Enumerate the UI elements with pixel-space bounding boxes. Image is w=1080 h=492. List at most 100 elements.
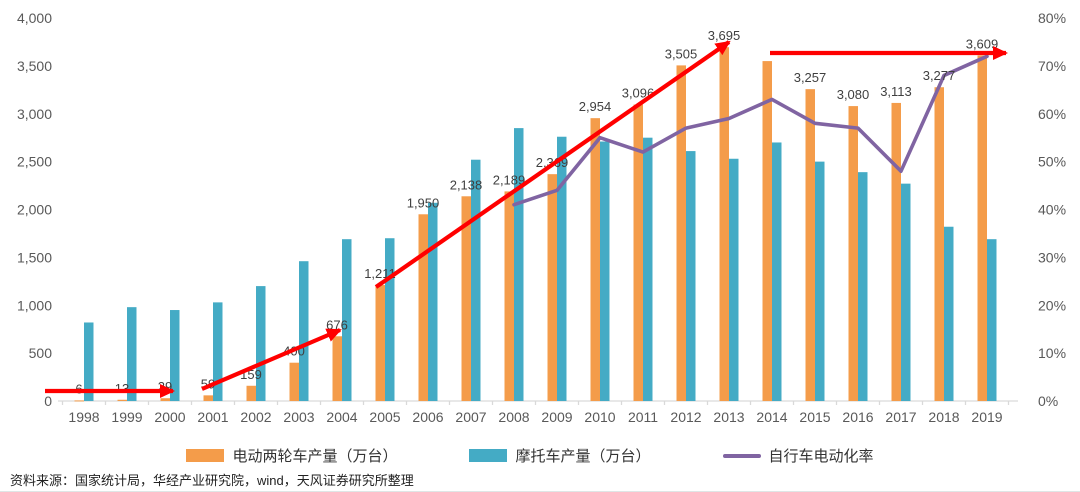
- bar-electric-2016: [848, 106, 858, 401]
- right-axis-label: 60%: [1038, 106, 1066, 122]
- bar-motorcycle-2005: [385, 238, 395, 401]
- left-axis-label: 2,500: [17, 154, 52, 170]
- year-label: 2002: [240, 409, 271, 425]
- bar-motorcycle-2017: [901, 183, 911, 401]
- legend-item-rate: 自行车电动化率: [722, 445, 874, 466]
- bar-motorcycle-2013: [729, 158, 739, 401]
- right-axis-label: 30%: [1038, 249, 1066, 265]
- bar-value-label-2015: 3,257: [794, 70, 827, 85]
- bar-electric-2015: [805, 89, 815, 402]
- year-label: 2012: [670, 409, 701, 425]
- year-label: 2001: [197, 409, 228, 425]
- bar-motorcycle-2007: [471, 159, 481, 401]
- bar-electric-2018: [934, 87, 944, 402]
- bar-value-label-2019: 3,609: [966, 36, 999, 51]
- source-note: 资料来源：国家统计局，华经产业研究院，wind，天风证券研究所整理: [10, 473, 414, 488]
- bar-electric-2011: [633, 104, 643, 402]
- right-axis-label: 70%: [1038, 58, 1066, 74]
- bar-motorcycle-2016: [858, 172, 868, 401]
- left-axis-label: 1,000: [17, 297, 52, 313]
- chart-legend: 电动两轮车产量（万台） 摩托车产量（万台） 自行车电动化率: [0, 445, 1060, 466]
- trend-arrow-2: [201, 328, 342, 391]
- bar-electric-2012: [676, 65, 686, 402]
- right-axis-label: 40%: [1038, 202, 1066, 218]
- left-axis-label: 3,000: [17, 106, 52, 122]
- bar-electric-2007: [461, 196, 471, 401]
- bar-motorcycle-2009: [557, 136, 567, 402]
- bar-motorcycle-2001: [213, 302, 223, 401]
- bar-value-label-2004: 676: [326, 317, 348, 332]
- year-label: 2013: [713, 409, 744, 425]
- year-label: 2003: [283, 409, 314, 425]
- electrification-rate-line: [512, 54, 989, 207]
- right-axis-label: 50%: [1038, 154, 1066, 170]
- legend-item-motorcycle: 摩托车产量（万台）: [469, 445, 651, 466]
- year-label: 2017: [885, 409, 916, 425]
- bar-motorcycle-2011: [643, 137, 653, 401]
- bar-electric-2004: [332, 336, 342, 401]
- bar-electric-2009: [547, 174, 557, 401]
- right-axis-label: 0%: [1038, 393, 1058, 409]
- left-axis-label: 3,500: [17, 58, 52, 74]
- year-label: 2006: [412, 409, 443, 425]
- year-label: 2005: [369, 409, 400, 425]
- left-axis-label: 500: [29, 345, 53, 361]
- year-label: 1998: [68, 409, 99, 425]
- bar-value-label-2011: 3,096: [622, 86, 655, 101]
- bar-value-label-2016: 3,080: [837, 87, 870, 102]
- bar-motorcycle-2015: [815, 161, 825, 401]
- year-label: 2004: [326, 409, 357, 425]
- right-axis-label: 10%: [1038, 345, 1066, 361]
- bar-electric-2014: [762, 61, 772, 402]
- bar-electric-2001: [203, 395, 213, 401]
- bar-electric-2008: [504, 191, 514, 401]
- bar-value-label-2006: 1,950: [407, 195, 440, 210]
- bar-motorcycle-1999: [127, 307, 137, 401]
- left-axis-label: 1,500: [17, 249, 52, 265]
- bar-value-label-2018: 3,277: [923, 68, 956, 83]
- bar-motorcycle-2008: [514, 128, 524, 402]
- bar-motorcycle-2004: [342, 239, 352, 401]
- bar-electric-1998: [74, 400, 84, 402]
- bar-motorcycle-2003: [299, 261, 309, 401]
- left-axis-label: 0: [44, 393, 52, 409]
- bar-electric-2002: [246, 385, 256, 401]
- legend-swatch-motorcycle-icon: [469, 449, 508, 462]
- trend-arrow-3: [374, 40, 731, 289]
- year-label: 2010: [584, 409, 615, 425]
- left-axis-label: 4,000: [17, 10, 52, 26]
- bar-value-label-2007: 2,138: [450, 177, 483, 192]
- bar-electric-2017: [891, 102, 901, 402]
- legend-label-rate: 自行车电动化率: [768, 448, 874, 465]
- bar-motorcycle-2012: [686, 151, 696, 401]
- bar-motorcycle-2014: [772, 142, 782, 401]
- bar-motorcycle-2006: [428, 202, 438, 401]
- bar-value-label-2012: 3,505: [665, 46, 698, 61]
- right-axis-label: 20%: [1038, 297, 1066, 313]
- bar-motorcycle-2019: [987, 239, 997, 401]
- bar-electric-2006: [418, 214, 428, 401]
- bar-motorcycle-2018: [944, 226, 954, 401]
- bar-electric-2005: [375, 285, 385, 401]
- bar-motorcycle-1998: [84, 322, 94, 401]
- production-electrification-combo-chart: 0 500 1,000 1,500 2,000 2,500 3,000 3,500 4,000 0…: [17, 10, 1066, 425]
- bar-value-label-2010: 2,954: [579, 99, 612, 114]
- year-label: 1999: [111, 409, 142, 425]
- legend-line-rate-icon: [722, 453, 761, 458]
- year-label: 2011: [628, 409, 658, 425]
- legend-swatch-electric-icon: [186, 449, 225, 462]
- bar-electric-2019: [977, 55, 987, 401]
- bar-value-label-1999: 13: [115, 381, 129, 396]
- year-label: 2015: [799, 409, 830, 425]
- left-axis-label: 2,000: [17, 202, 52, 218]
- bar-electric-2000: [160, 398, 170, 401]
- year-label: 2019: [971, 409, 1002, 425]
- bar-electric-2013: [719, 47, 729, 402]
- year-label: 2014: [756, 409, 787, 425]
- bar-electric-1999: [117, 399, 127, 401]
- year-label: 2008: [498, 409, 529, 425]
- bar-motorcycle-2002: [256, 286, 266, 401]
- right-axis-label: 80%: [1038, 10, 1066, 26]
- legend-item-electric: 电动两轮车产量（万台）: [186, 445, 397, 466]
